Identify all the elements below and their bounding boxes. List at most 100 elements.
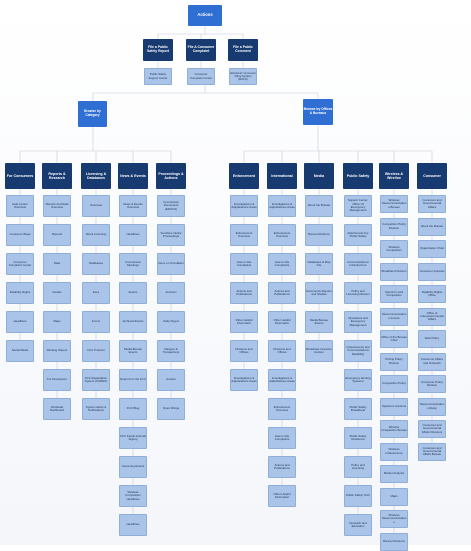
- action-child-2[interactable]: Electronic Comment Filing System (ECFS): [229, 68, 257, 85]
- office-col-5-item[interactable]: Web Policy: [418, 330, 446, 348]
- category-col-2-item[interactable]: FCC Registration System (CORES): [82, 369, 110, 391]
- office-col-3-item[interactable]: Outreach and Education: [344, 514, 372, 536]
- office-col-3-header[interactable]: Public Safety: [343, 163, 373, 189]
- office-col-3-item[interactable]: Policy and Licensing Division: [344, 282, 372, 304]
- category-col-0-header[interactable]: For Consumers: [5, 163, 35, 189]
- office-col-3-item[interactable]: Public Safety Resilience: [344, 427, 372, 449]
- office-col-4-item[interactable]: Wireless Telecommunications Bureau: [380, 195, 408, 213]
- category-col-1-item[interactable]: Reports And Data Overview: [43, 195, 71, 217]
- action-node-2[interactable]: File a Public Comment: [228, 39, 258, 61]
- office-col-1-item[interactable]: Investigations & Adjudications Areas: [268, 369, 296, 391]
- office-col-5-item[interactable]: Disability Rights Office: [418, 285, 446, 303]
- office-col-0-header[interactable]: Enforcement: [229, 163, 259, 189]
- category-col-1-item[interactable]: Workload Dashboard: [43, 398, 71, 420]
- office-col-4-item[interactable]: Pricing Policy Division: [380, 352, 408, 371]
- category-col-1-item[interactable]: Maps: [43, 311, 71, 333]
- office-col-1-header[interactable]: International: [267, 163, 297, 189]
- category-col-2-item[interactable]: Forms: [82, 311, 110, 333]
- office-col-3-item[interactable]: Public Safety Tech: [344, 485, 372, 507]
- office-col-1-item[interactable]: Other Helpful Information: [268, 311, 296, 333]
- category-col-4-item[interactable]: Auction: [157, 369, 185, 391]
- root-node[interactable]: Actions: [188, 5, 222, 26]
- category-col-4-item[interactable]: Items on Circulation: [157, 253, 185, 275]
- category-col-2-item[interactable]: About Licensing: [82, 224, 110, 246]
- category-col-3-item[interactable]: Wireless Competition Headlines: [119, 485, 147, 507]
- category-col-4-item[interactable]: Mergers & Transactions: [157, 340, 185, 362]
- category-col-3-item[interactable]: Headlines: [119, 224, 147, 246]
- office-col-2-item[interactable]: Media Bureau Events: [305, 311, 333, 333]
- category-col-2-header[interactable]: Licensing & Databases: [81, 163, 111, 189]
- category-col-3-item[interactable]: Commission Meetings: [119, 253, 147, 275]
- category-col-3-header[interactable]: News & Events: [118, 163, 148, 189]
- category-col-4-item[interactable]: Auctions: [157, 282, 185, 304]
- office-col-4-item[interactable]: Competition Policy Division: [380, 217, 408, 236]
- category-col-4-item[interactable]: Sunshine Notice Proceedings: [157, 224, 185, 246]
- office-col-5-item[interactable]: Organization Chart: [418, 240, 446, 258]
- office-col-4-item[interactable]: Competition Policy: [380, 375, 408, 393]
- category-col-2-item[interactable]: Fees: [82, 282, 110, 304]
- browse-by-category[interactable]: Browse by Category: [78, 101, 107, 127]
- office-col-1-item[interactable]: Enforcement Overview: [268, 398, 296, 420]
- office-col-0-item[interactable]: Investigations & Adjudications Areas: [230, 195, 258, 217]
- action-child-0[interactable]: Public Safety Support Center: [144, 68, 172, 85]
- category-col-4-item[interactable]: Commission Documents (EDOCS): [157, 195, 185, 217]
- category-col-2-item[interactable]: Databases: [82, 253, 110, 275]
- office-col-3-item[interactable]: Emergency Alerting Systems: [344, 369, 372, 391]
- office-col-2-item[interactable]: Bureau Divisions: [305, 224, 333, 246]
- office-col-5-item[interactable]: Telecommunications Relay: [418, 397, 446, 416]
- action-child-1[interactable]: Consumer Complaint Center: [187, 68, 215, 85]
- office-col-4-item[interactable]: Bureau Divisions: [380, 532, 408, 551]
- office-col-4-item[interactable]: Maps: [380, 487, 408, 506]
- office-col-4-item[interactable]: Wireless Competition: [380, 240, 408, 258]
- office-col-5-item[interactable]: Consumer and Governmental Affairs: [418, 195, 446, 213]
- category-col-2-item[interactable]: System Alerts & Notifications: [82, 398, 110, 420]
- office-col-4-item[interactable]: Wireless Infrastructure: [380, 442, 408, 461]
- office-col-2-item[interactable]: Broadcast Incentive Auction: [305, 340, 333, 362]
- office-col-0-item[interactable]: Actions and Publications: [230, 282, 258, 304]
- office-col-5-header[interactable]: Consumer: [417, 163, 447, 189]
- office-col-1-item[interactable]: Actions and Publications: [268, 282, 296, 304]
- category-col-1-item[interactable]: Reports: [43, 224, 71, 246]
- office-col-2-item[interactable]: Documents Reports and Studies: [305, 282, 333, 304]
- office-col-1-item[interactable]: How to File Complaints: [268, 253, 296, 275]
- category-col-0-item[interactable]: Consumer Blogs: [6, 224, 34, 246]
- category-col-4-item[interactable]: Daily Digest: [157, 311, 185, 333]
- office-col-4-item[interactable]: Wireline Competition Bureau: [380, 420, 408, 438]
- category-col-3-item[interactable]: Archived Events: [119, 311, 147, 333]
- office-col-2-item[interactable]: About the Bureau: [305, 195, 333, 217]
- office-col-4-item[interactable]: Spectrum and Competition: [380, 285, 408, 303]
- category-col-4-header[interactable]: Proceedings & Actions: [156, 163, 186, 189]
- office-col-4-item[interactable]: Market Analysis: [380, 465, 408, 483]
- office-col-4-item[interactable]: Office of the Bureau Chief: [380, 330, 408, 348]
- office-col-1-item[interactable]: Other Helpful Information: [268, 485, 296, 507]
- category-col-1-header[interactable]: Reports & Research: [42, 163, 72, 189]
- office-col-3-item[interactable]: Policy and Licensing: [344, 456, 372, 478]
- office-col-0-item[interactable]: Divisions and Offices: [230, 340, 258, 362]
- office-col-3-item[interactable]: Operations and Emergency Management: [344, 311, 372, 333]
- office-col-5-item[interactable]: Consumer Inquiries: [418, 262, 446, 281]
- office-col-3-item[interactable]: Communications Infrastructure: [344, 253, 372, 275]
- office-col-0-item[interactable]: Investigations & Adjudications Areas: [230, 369, 258, 391]
- office-col-3-item[interactable]: Cybersecurity and Communications Reliabi…: [344, 340, 372, 362]
- office-col-3-item[interactable]: Attachments For Public Safety: [344, 224, 372, 246]
- category-col-1-item[interactable]: Data: [43, 253, 71, 275]
- category-col-3-item[interactable]: Events: [119, 282, 147, 304]
- office-col-4-header[interactable]: Wireless & Wireline: [379, 163, 409, 189]
- category-col-1-item[interactable]: Working Papers: [43, 340, 71, 362]
- office-col-5-item[interactable]: Consumer Policy Division: [418, 375, 446, 393]
- category-col-3-item[interactable]: Notes from the FCC: [119, 369, 147, 391]
- office-col-1-item[interactable]: Investigations & Adjudications Areas: [268, 195, 296, 217]
- office-col-4-item[interactable]: Broadband Division: [380, 262, 408, 281]
- category-col-3-item[interactable]: FCC Blog: [119, 398, 147, 420]
- category-col-3-item[interactable]: Headlines: [119, 514, 147, 536]
- office-col-5-item[interactable]: Consumer Affairs and Outreach: [418, 352, 446, 371]
- office-col-5-item[interactable]: Consumer and Governmental Affairs Direct…: [418, 420, 446, 438]
- office-col-3-item[interactable]: Support Center, Office Of Emergency Mana…: [344, 195, 372, 217]
- category-col-3-item[interactable]: Upcoming Events: [119, 456, 147, 478]
- category-col-3-item[interactable]: FCC Feeds & Email Signup: [119, 427, 147, 449]
- office-col-1-item[interactable]: Actions and Publications: [268, 456, 296, 478]
- office-col-1-item[interactable]: How to File Complaints: [268, 427, 296, 449]
- office-col-1-item[interactable]: Enforcement Overview: [268, 224, 296, 246]
- office-col-4-item[interactable]: Wireless Telecommunications: [380, 510, 408, 528]
- office-col-2-header[interactable]: Media: [304, 163, 334, 189]
